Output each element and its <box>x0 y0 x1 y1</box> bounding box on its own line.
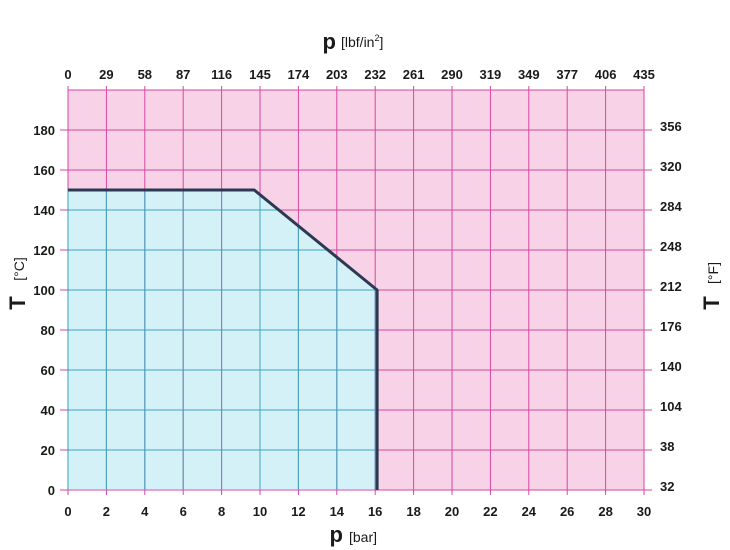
bottom-tick-label: 12 <box>291 504 305 519</box>
bottom-tick-label: 26 <box>560 504 574 519</box>
bottom-tick-label: 8 <box>218 504 225 519</box>
right-tick-label: 104 <box>660 399 682 414</box>
right-tick-label: 176 <box>660 319 682 334</box>
top-tick-label: 232 <box>364 67 386 82</box>
bottom-tick-label: 24 <box>522 504 537 519</box>
top-tick-label: 290 <box>441 67 463 82</box>
bottom-tick-label: 14 <box>330 504 345 519</box>
top-axis-unit-text: [lbf/in <box>341 34 374 50</box>
plot-area: 0 2 4 6 8 10 12 14 16 18 20 22 24 26 28 300 29 58 87 116 145… <box>33 67 682 519</box>
bottom-axis-unit: [bar] <box>349 529 377 545</box>
right-tick-label: 248 <box>660 239 682 254</box>
top-tick-label: 377 <box>556 67 578 82</box>
right-tick-label: 356 <box>660 119 682 134</box>
right-tick-label: 38 <box>660 439 674 454</box>
grid-inner <box>68 190 378 490</box>
top-axis-unit-superscript: 2 <box>374 33 379 43</box>
bottom-tick-label: 16 <box>368 504 382 519</box>
top-axis-unit-end: ] <box>379 34 383 50</box>
left-axis-var: T <box>5 296 30 310</box>
top-axis-unit: [lbf/in2] <box>341 33 383 50</box>
left-tick-label: 20 <box>41 443 55 458</box>
left-tick-label: 0 <box>48 483 55 498</box>
top-axis-title: p <box>323 29 336 54</box>
boundary-line <box>68 188 379 490</box>
bottom-tick-label: 28 <box>598 504 612 519</box>
bottom-tick-label: 30 <box>637 504 651 519</box>
left-tick-label: 80 <box>41 323 55 338</box>
left-tick-label: 40 <box>41 403 55 418</box>
left-tick-label: 180 <box>33 123 55 138</box>
bottom-tick-label: 2 <box>103 504 110 519</box>
top-tick-label: 0 <box>64 67 71 82</box>
bottom-tick-label: 20 <box>445 504 459 519</box>
right-tick-label: 140 <box>660 359 682 374</box>
top-tick-label: 87 <box>176 67 190 82</box>
left-tick-label: 140 <box>33 203 55 218</box>
left-tick-label: 120 <box>33 243 55 258</box>
right-tick-label: 212 <box>660 279 682 294</box>
bottom-tick-label: 6 <box>180 504 187 519</box>
left-axis-unit: [°C] <box>11 257 27 281</box>
bottom-tick-label: 18 <box>406 504 420 519</box>
bottom-axis-title: p <box>330 522 343 547</box>
bottom-tick-label: 4 <box>141 504 149 519</box>
top-tick-label: 145 <box>249 67 271 82</box>
bottom-tick-label: 10 <box>253 504 267 519</box>
top-tick-label: 435 <box>633 67 655 82</box>
bottom-axis-var: p <box>330 522 343 547</box>
top-axis-var: p <box>323 29 336 54</box>
top-tick-label: 349 <box>518 67 540 82</box>
left-tick-label: 160 <box>33 163 55 178</box>
bottom-tick-label: 0 <box>64 504 71 519</box>
top-tick-label: 261 <box>403 67 425 82</box>
right-tick-label: 32 <box>660 479 674 494</box>
top-tick-label: 58 <box>138 67 152 82</box>
top-tick-label: 203 <box>326 67 348 82</box>
right-tick-label: 320 <box>660 159 682 174</box>
top-tick-label: 319 <box>480 67 502 82</box>
left-tick-label: 100 <box>33 283 55 298</box>
right-axis-var: T <box>699 296 724 310</box>
top-tick-label: 406 <box>595 67 617 82</box>
right-tick-label: 284 <box>660 199 682 214</box>
top-tick-label: 116 <box>211 67 232 82</box>
top-tick-label: 174 <box>288 67 310 82</box>
bottom-tick-label: 22 <box>483 504 497 519</box>
top-tick-label: 29 <box>99 67 113 82</box>
right-axis-unit: [°F] <box>705 262 721 284</box>
left-tick-label: 60 <box>41 363 55 378</box>
